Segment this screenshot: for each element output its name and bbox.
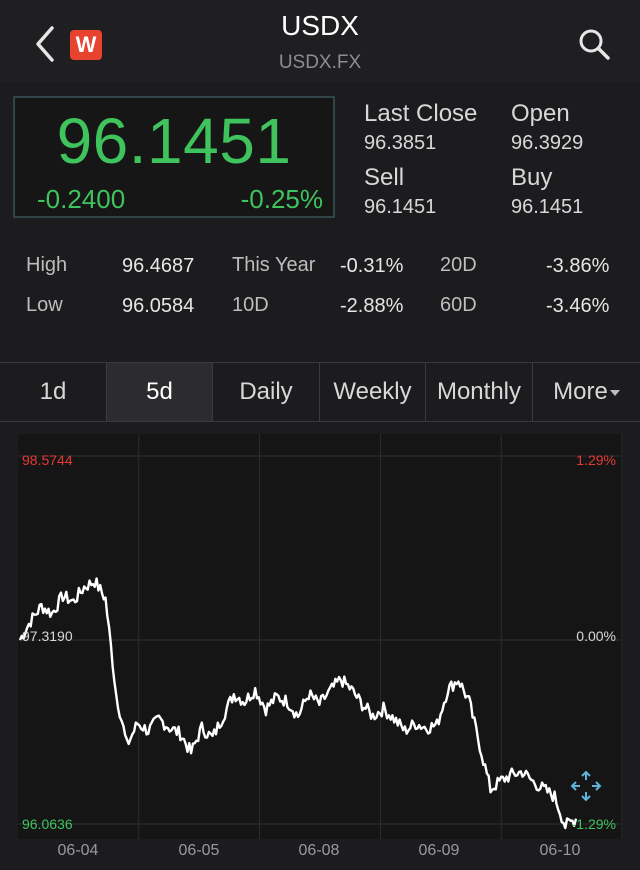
y-top-label: 98.5744 (22, 452, 73, 468)
buy-label: Buy (511, 164, 553, 191)
tab-monthly[interactable]: Monthly (426, 363, 533, 421)
last-close-value: 96.3851 (364, 132, 437, 154)
tab-weekly[interactable]: Weekly (320, 363, 426, 421)
this-year-label: This Year (232, 254, 316, 276)
price-panel: 96.1451 -0.2400 -0.25% (13, 96, 335, 218)
open-value: 96.3929 (511, 132, 584, 154)
price-chart-svg (18, 434, 623, 839)
tab-more-label: More (553, 378, 608, 405)
sell-value: 96.1451 (364, 196, 437, 218)
60d-label: 60D (440, 294, 477, 316)
x-tick-label: 06-04 (57, 842, 99, 859)
y-mid-label: 97.3190 (22, 628, 73, 644)
20d-value: -3.86% (546, 255, 610, 277)
page-title: USDX (281, 10, 359, 41)
search-icon[interactable] (576, 26, 612, 62)
x-tick-label: 06-09 (418, 842, 460, 859)
pct-mid-label: 0.00% (576, 628, 616, 644)
tab-daily[interactable]: Daily (213, 363, 320, 421)
price-series-line (18, 577, 578, 830)
pct-top-label: 1.29% (576, 452, 616, 468)
x-tick-label: 06-05 (178, 842, 220, 859)
low-label: Low (26, 294, 63, 316)
open-label: Open (511, 100, 570, 127)
current-price: 96.1451 (56, 105, 292, 177)
high-label: High (26, 254, 68, 276)
tab-1d[interactable]: 1d (0, 363, 107, 421)
expand-chart-icon[interactable] (568, 768, 604, 804)
low-value: 96.0584 (122, 295, 195, 317)
tab-5d[interactable]: 5d (107, 363, 213, 421)
y-bottom-label: 96.0636 (22, 816, 73, 832)
sell-label: Sell (364, 164, 405, 191)
20d-label: 20D (440, 254, 477, 276)
x-tick-label: 06-10 (539, 842, 581, 859)
chart-grid (18, 434, 623, 839)
price-chart[interactable]: 98.5744 97.3190 96.0636 1.29% 0.00% -1.2… (18, 434, 623, 839)
period-tabs: 1d 5d Daily Weekly Monthly More (0, 362, 640, 422)
broker-logo: W (70, 30, 102, 60)
back-arrow-icon[interactable] (28, 22, 62, 66)
buy-value: 96.1451 (511, 196, 584, 218)
app-header: W USDX USDX.FX (0, 0, 640, 82)
price-change-percent: -0.25% (240, 184, 323, 214)
60d-value: -3.46% (546, 295, 610, 317)
10d-value: -2.88% (340, 295, 404, 317)
this-year-value: -0.31% (340, 255, 404, 277)
caret-down-icon (609, 389, 620, 396)
page-subtitle: USDX.FX (278, 52, 362, 73)
10d-label: 10D (232, 294, 269, 316)
high-value: 96.4687 (122, 255, 195, 277)
tab-more[interactable]: More (533, 363, 640, 421)
last-close-label: Last Close (364, 100, 478, 127)
price-change: -0.2400 (37, 184, 126, 214)
pct-bottom-label: -1.29% (571, 816, 616, 832)
x-tick-label: 06-08 (298, 842, 340, 859)
